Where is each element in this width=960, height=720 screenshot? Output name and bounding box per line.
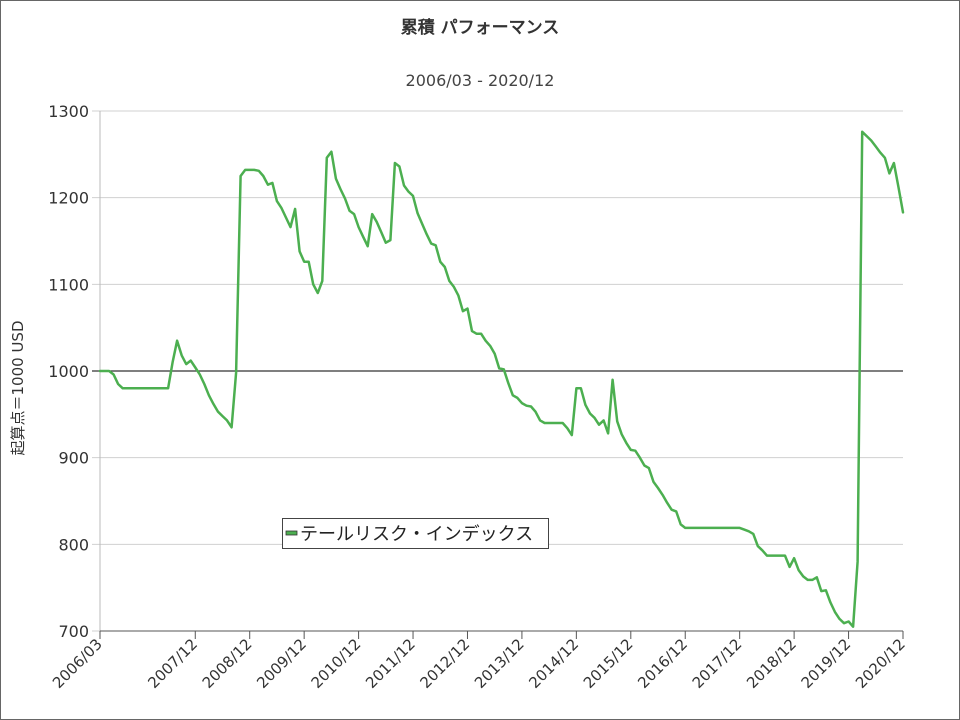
chart-subtitle: 2006/03 - 2020/12 <box>406 71 555 90</box>
chart-title: 累積 パフォーマンス <box>401 17 560 38</box>
y-tick-label: 700 <box>58 622 89 641</box>
y-axis-ticks: 700 800 900 1000 1100 1200 1300 <box>48 102 89 641</box>
y-tick-label: 1200 <box>48 189 89 208</box>
y-tick-label: 1100 <box>48 275 89 294</box>
legend-box <box>282 518 549 549</box>
legend-swatch <box>285 530 298 536</box>
y-tick-label: 1300 <box>48 102 89 121</box>
y-axis-label: 起算点＝1000 USD <box>9 321 27 456</box>
y-tick-label: 900 <box>58 449 89 468</box>
legend-label: テールリスク・インデックス <box>300 524 533 545</box>
legend: テールリスク・インデックス <box>282 518 549 549</box>
y-tick-label: 800 <box>58 535 89 554</box>
series-line <box>98 130 905 628</box>
y-tick-label: 1000 <box>48 362 89 381</box>
series-group <box>98 130 905 628</box>
